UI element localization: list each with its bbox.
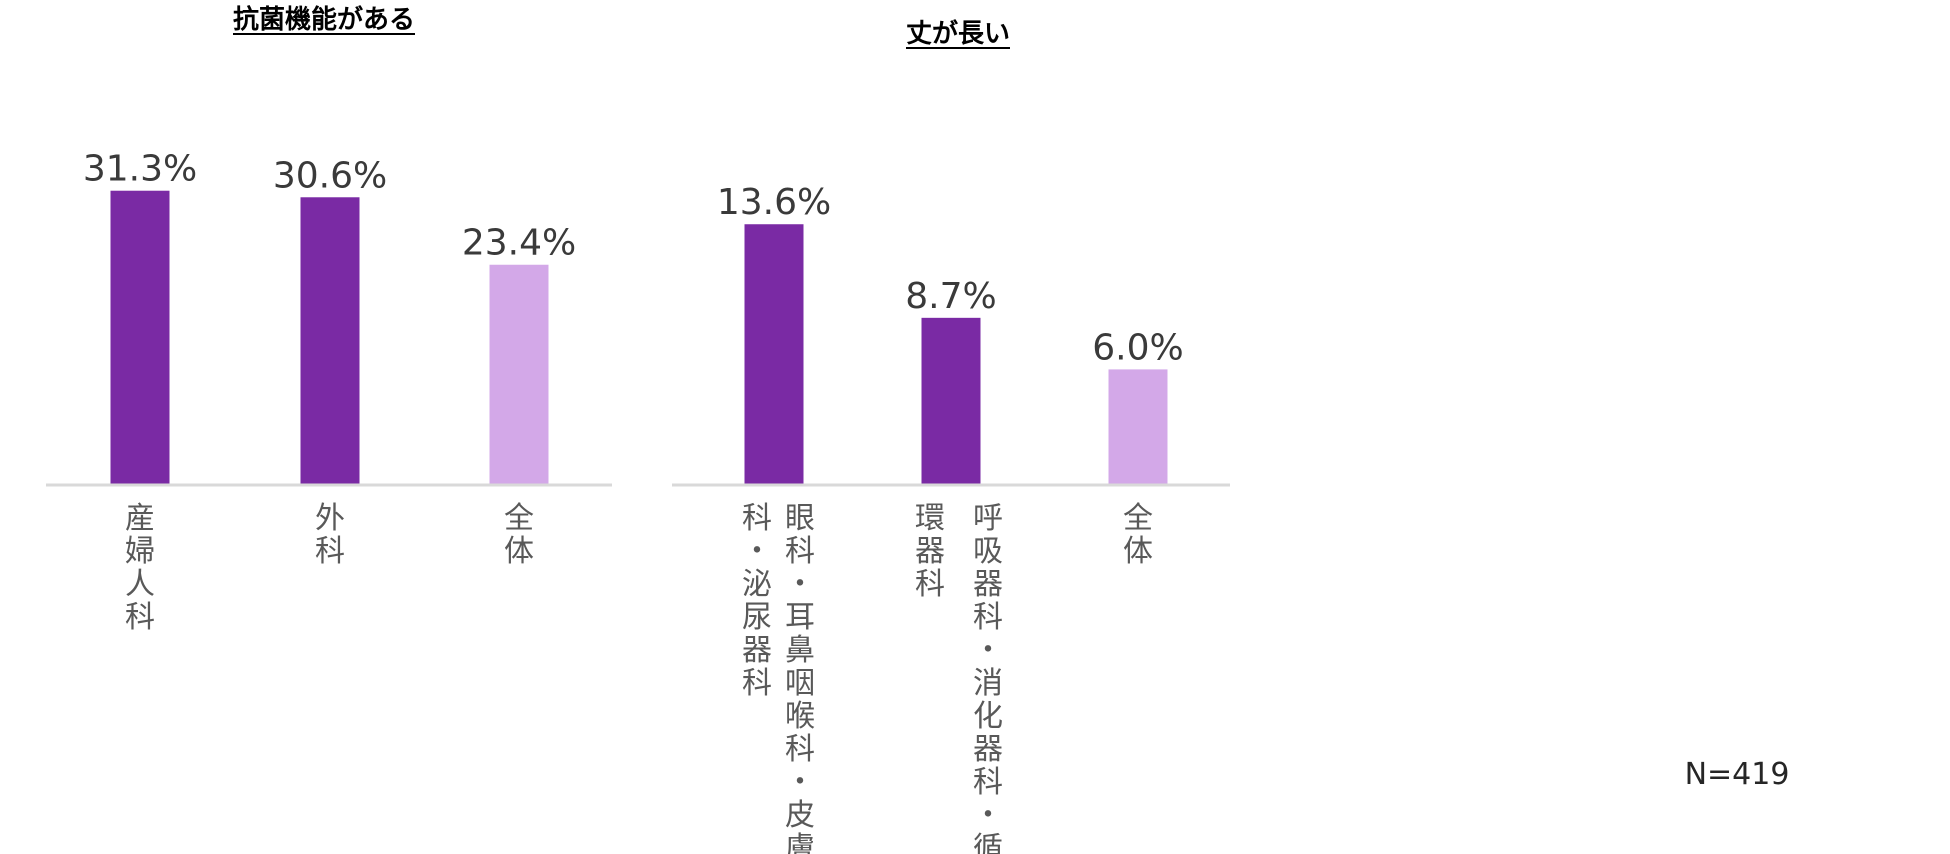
- bar-3: [1108, 369, 1168, 484]
- data-label: 8.7%: [905, 276, 996, 317]
- category-label-line: 全体: [504, 501, 534, 569]
- data-label: 6.0%: [1092, 327, 1183, 368]
- category-label: 眼科・耳鼻咽喉科・皮膚科・泌尿器科: [742, 501, 815, 854]
- category-label-line: 産婦人科: [125, 501, 155, 635]
- category-label: 産婦人科: [125, 501, 155, 635]
- category-label: 全体: [504, 501, 534, 569]
- category-label-line: 外科: [315, 501, 345, 569]
- bar-1: [744, 224, 804, 485]
- category-label: 外科: [315, 501, 345, 569]
- chart-title: 丈が長い: [906, 18, 1010, 49]
- category-label-line: 呼吸器科・消化器科・循: [973, 501, 1003, 854]
- data-label: 30.6%: [273, 155, 387, 196]
- category-label-line: 科・泌尿器科: [742, 501, 772, 701]
- category-label-line: 環器科: [915, 501, 945, 602]
- bar-1: [110, 190, 170, 484]
- sample-size-note: N=419: [1685, 757, 1790, 792]
- bar-2: [921, 317, 981, 484]
- bar-3: [489, 264, 549, 484]
- chart-panel-2: 丈が長い 13.6% 8.7% 6.0% 眼科・耳鼻咽喉科・皮膚科・泌尿器科 呼吸器科・消…: [672, 18, 1230, 854]
- chart-panel-1: 抗菌機能がある 31.3% 30.6% 23.4% 産婦人科 外科 全体: [46, 4, 612, 635]
- data-label: 31.3%: [83, 149, 197, 190]
- category-label-line: 眼科・耳鼻咽喉科・皮膚: [785, 501, 815, 854]
- chart-title: 抗菌機能がある: [233, 4, 415, 35]
- data-label: 23.4%: [462, 223, 576, 264]
- bar-2: [300, 197, 360, 484]
- category-label: 全体: [1123, 501, 1153, 569]
- category-label-line: 全体: [1123, 501, 1153, 569]
- data-label: 13.6%: [717, 182, 831, 223]
